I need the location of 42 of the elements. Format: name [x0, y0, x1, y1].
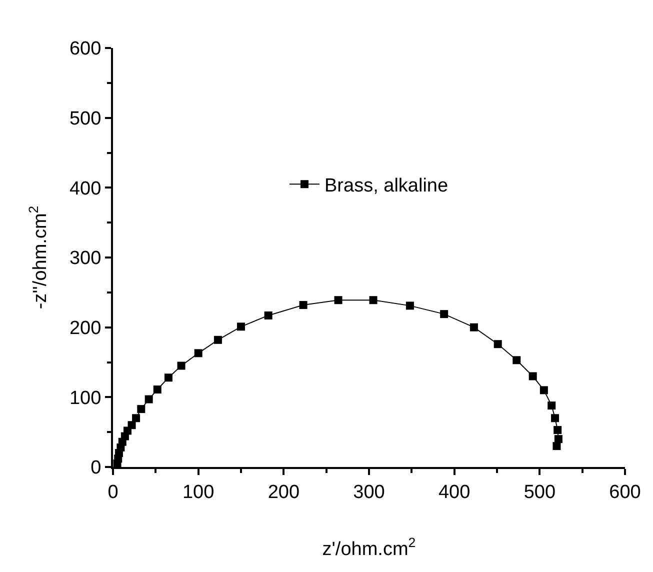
- x-tick-label: 300: [353, 482, 385, 503]
- point: [128, 421, 136, 430]
- y-tick-label: 400: [69, 178, 102, 200]
- x-tick-label: 0: [108, 482, 118, 503]
- y-tick-label: 300: [69, 248, 102, 270]
- point: [552, 442, 561, 450]
- point: [299, 300, 308, 309]
- point: [440, 310, 448, 318]
- x-tick-label: 100: [182, 482, 214, 503]
- point: [237, 322, 245, 331]
- y-tick-label: 200: [69, 318, 102, 339]
- point: [264, 311, 272, 320]
- x-tick-label: 500: [524, 482, 556, 503]
- y-tick-label: 100: [69, 388, 102, 409]
- point: [369, 296, 378, 304]
- point: [406, 302, 414, 310]
- point: [137, 405, 146, 414]
- y-tick-label: 500: [69, 108, 102, 130]
- y-tick-label: 0: [90, 458, 102, 479]
- point: [512, 356, 521, 364]
- point: [334, 296, 342, 304]
- point: [164, 374, 172, 382]
- x-tick-label: 600: [609, 482, 641, 503]
- point: [548, 402, 556, 410]
- legend-label: Brass, alkaline: [324, 176, 448, 197]
- x-tick-label: 400: [438, 482, 470, 503]
- point: [144, 395, 153, 404]
- point: [554, 435, 562, 444]
- x-axis-title: z'/ohm.cm$^{2}$: [322, 535, 416, 560]
- point: [153, 385, 162, 394]
- point: [470, 323, 478, 332]
- point: [194, 349, 202, 358]
- point: [132, 414, 140, 422]
- point: [214, 336, 222, 344]
- point: [540, 386, 548, 394]
- point: [551, 414, 560, 422]
- point: [494, 340, 502, 348]
- point: [528, 372, 537, 380]
- x-tick-label: 200: [268, 482, 300, 503]
- point: [554, 426, 562, 434]
- point: [177, 362, 186, 370]
- y-tick-label: 600: [69, 38, 102, 60]
